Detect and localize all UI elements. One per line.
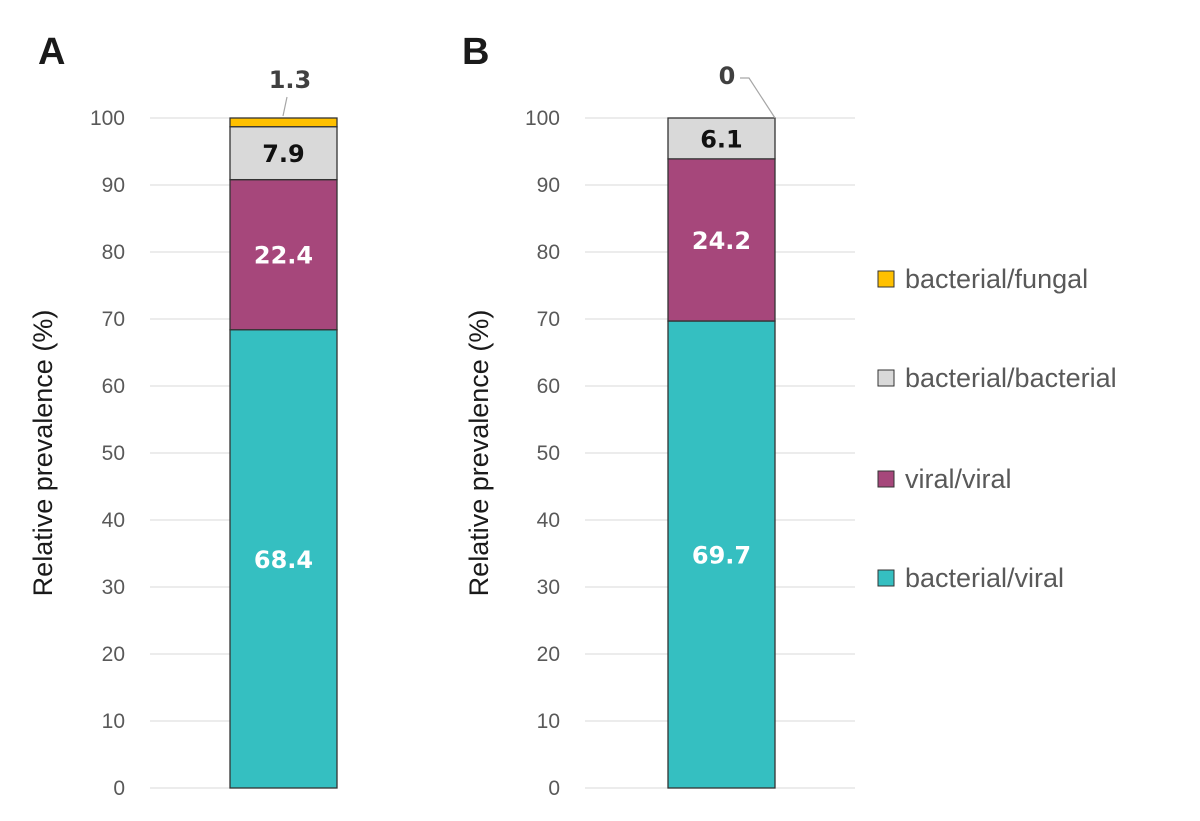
- data-label: 7.9: [262, 140, 305, 168]
- y-tick-label: 70: [537, 308, 560, 331]
- legend-swatch: [877, 569, 895, 587]
- legend-swatch: [877, 470, 895, 488]
- y-tick-label: 30: [102, 576, 125, 599]
- data-label: 22.4: [254, 242, 313, 270]
- legend: bacterial/fungal bacterial/bacterial viral…: [877, 264, 1117, 593]
- data-label: 1.3: [269, 66, 312, 94]
- data-label: 69.7: [692, 542, 751, 570]
- bar-segment-bacterial-bacterial: [667, 117, 776, 160]
- panel-A: A 0 10 20 30 40 50 60 70 80 90 100 Relative prevalen…: [28, 31, 338, 800]
- y-tick-label: 40: [102, 509, 125, 532]
- y-tick-label: 50: [102, 442, 125, 465]
- legend-label: bacterial/fungal: [905, 264, 1088, 294]
- y-tick-label: 50: [537, 442, 560, 465]
- y-tick-label: 60: [102, 375, 125, 398]
- legend-label: bacterial/viral: [905, 563, 1064, 593]
- y-tick-label: 10: [102, 710, 125, 733]
- bar-segment-viral-viral: [667, 158, 776, 322]
- legend-label: bacterial/bacterial: [905, 363, 1117, 393]
- y-tick-label: 60: [537, 375, 560, 398]
- panel-label: A: [38, 31, 65, 73]
- y-tick-label: 90: [537, 174, 560, 197]
- panel-B: B 0 10 20 30 40 50 60 70 80 90 100 Relative prevalen…: [462, 31, 855, 800]
- y-axis-label: Relative prevalence (%): [464, 310, 494, 597]
- panel-label: B: [462, 31, 489, 73]
- data-label: 68.4: [254, 546, 313, 574]
- bar-segment-bacterial-bacterial: [229, 126, 338, 181]
- y-tick-label: 100: [525, 107, 560, 130]
- bar-segment-viral-viral: [229, 178, 338, 331]
- legend-swatch: [877, 270, 895, 288]
- y-tick-label: 20: [537, 643, 560, 666]
- y-axis-label: Relative prevalence (%): [28, 310, 58, 597]
- data-label: 24.2: [692, 227, 751, 255]
- callout-leader-line: [282, 96, 288, 117]
- callout-leader-line: [740, 77, 776, 119]
- y-tick-label: 40: [537, 509, 560, 532]
- y-tick-label: 100: [90, 107, 125, 130]
- bar-segment-bacterial-viral: [229, 329, 338, 789]
- legend-label: viral/viral: [905, 464, 1012, 494]
- y-tick-label: 90: [102, 174, 125, 197]
- y-tick-label: 20: [102, 643, 125, 666]
- bar-segment-bacterial-fungal: [229, 117, 338, 128]
- y-tick-label: 0: [113, 777, 125, 800]
- y-tick-label: 30: [537, 576, 560, 599]
- y-tick-label: 70: [102, 308, 125, 331]
- y-tick-label: 80: [102, 241, 125, 264]
- data-label: 6.1: [700, 125, 743, 153]
- legend-swatch: [877, 369, 895, 387]
- y-tick-label: 0: [548, 777, 560, 800]
- data-label: 0: [719, 62, 736, 90]
- y-tick-label: 10: [537, 710, 560, 733]
- y-tick-label: 80: [537, 241, 560, 264]
